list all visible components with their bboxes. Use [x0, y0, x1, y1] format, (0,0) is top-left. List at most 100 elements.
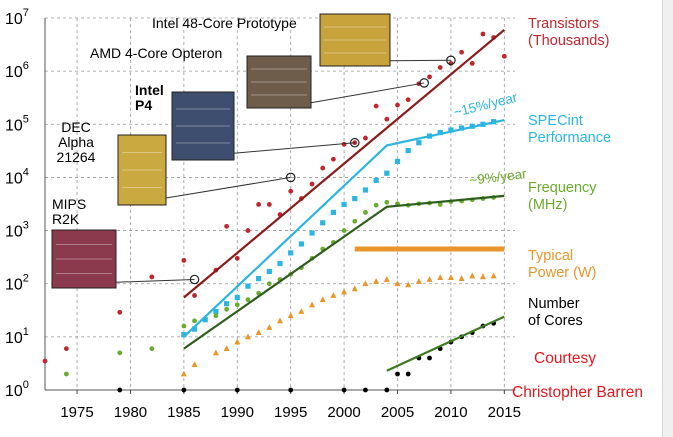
- series-3-point-14: [341, 288, 348, 295]
- series-1-point-15: [341, 201, 347, 208]
- series-label-frequency-1: (MHz): [528, 197, 567, 213]
- series-0-point-3: [117, 309, 123, 315]
- series-1-point-11: [298, 241, 304, 247]
- processor-label-4-0: MIPS: [52, 196, 86, 212]
- series-2-point-5: [192, 318, 197, 324]
- series-2-point-4: [181, 323, 187, 329]
- series-4-points: [117, 320, 497, 393]
- series-label-specint-0: SPECint: [528, 113, 583, 129]
- series-1-point-3: [213, 308, 219, 315]
- series-0-point-31: [469, 60, 475, 66]
- series-3-point-5: [244, 333, 251, 340]
- trend-line-0: [183, 28, 506, 299]
- series-4-point-6: [363, 387, 368, 393]
- processor-label-3-0: DEC: [61, 119, 91, 135]
- processor-callout-1: AMD 4-Core Opteron: [90, 45, 430, 109]
- series-2-point-27: [437, 202, 443, 207]
- series-1-point-18: [373, 177, 379, 183]
- series-0-point-21: [363, 135, 368, 141]
- processor-die-photo-2: [171, 91, 235, 161]
- series-2-point-3: [149, 346, 155, 352]
- series-0-point-28: [437, 65, 443, 70]
- series-3-point-28: [490, 272, 497, 279]
- series-1-point-13: [320, 220, 326, 226]
- processor-die-photo-3: [117, 134, 167, 206]
- series-2-point-21: [373, 202, 379, 208]
- series-2-point-9: [245, 297, 251, 303]
- series-label-cores-1: of Cores: [528, 313, 583, 329]
- y-tick-label-7: 107: [5, 7, 29, 28]
- y-tick-label-3: 103: [5, 220, 29, 241]
- processor-label-2-0: Intel: [135, 82, 164, 98]
- processor-die-photo-0: [319, 13, 391, 67]
- series-3-point-26: [469, 272, 476, 279]
- series-1-point-20: [394, 158, 401, 165]
- scrollbar-track[interactable]: [662, 0, 673, 437]
- series-2-point-6: [213, 313, 219, 319]
- series-4-point-11: [427, 355, 432, 361]
- series-label-frequency-0: Frequency: [528, 180, 597, 196]
- processor-label-2-1: P4: [135, 97, 152, 113]
- processor-leader-3: [165, 176, 291, 199]
- series-1-point-26: [458, 125, 465, 131]
- series-3-points: [180, 272, 497, 377]
- series-1-point-17: [362, 187, 369, 193]
- series-1-point-9: [277, 260, 283, 267]
- x-tick-label-2000: 2000: [327, 404, 360, 421]
- processor-label-1-0: AMD 4-Core Opteron: [90, 45, 222, 61]
- series-0-point-14: [288, 188, 294, 194]
- series-0-point-2: [63, 346, 69, 352]
- series-3-point-21: [415, 278, 422, 284]
- series-0-point-23: [384, 116, 390, 122]
- series-4-point-2: [181, 387, 187, 393]
- series-3-point-16: [362, 280, 369, 287]
- series-3-point-12: [319, 296, 326, 303]
- y-tick-label-4: 104: [5, 166, 29, 187]
- processor-die-photo-1: [246, 55, 312, 109]
- series-0-point-17: [320, 165, 326, 171]
- series-1-point-14: [330, 209, 337, 215]
- y-tick-label-0: 100: [5, 379, 29, 400]
- series-4-point-5: [341, 387, 347, 393]
- series-3-point-7: [266, 324, 273, 330]
- series-3-point-20: [405, 281, 412, 288]
- series-3-point-3: [223, 345, 230, 352]
- series-1-point-0: [181, 332, 187, 338]
- series-0-point-8: [224, 223, 229, 229]
- processor-label-3-2: 21264: [57, 149, 96, 165]
- y-tick-label-1: 101: [5, 326, 29, 347]
- series-0-point-11: [256, 202, 262, 207]
- series-label-power-1: Power (W): [528, 265, 596, 281]
- series-3-point-17: [373, 278, 380, 284]
- rate-label-9pct: ~9%/year: [469, 166, 528, 188]
- series-0-point-32: [480, 31, 486, 37]
- series-0-point-19: [341, 141, 347, 147]
- series-0-point-9: [234, 255, 240, 261]
- series-4-point-7: [384, 387, 390, 393]
- processor-leader-2: [233, 142, 355, 154]
- x-tick-label-1980: 1980: [114, 404, 147, 421]
- series-1-point-7: [256, 275, 262, 282]
- series-2-point-11: [266, 281, 272, 287]
- series-0-point-16: [309, 181, 315, 187]
- processor-leader-0: [389, 59, 451, 62]
- series-2-point-20: [363, 209, 368, 215]
- processor-die-photo-4: [51, 229, 117, 289]
- processor-leader-4: [115, 279, 195, 283]
- series-1-point-2: [202, 317, 208, 323]
- x-tick-label-1995: 1995: [274, 404, 307, 421]
- series-3-point-9: [287, 312, 294, 319]
- x-tick-label-1990: 1990: [221, 404, 254, 421]
- series-0-point-6: [192, 293, 197, 298]
- series-3-point-19: [394, 280, 401, 287]
- series-1-point-21: [405, 147, 411, 154]
- rate-label-15pct: ~15%/year: [452, 90, 519, 120]
- series-2-point-22: [384, 199, 390, 205]
- series-label-transistors-1: (Thousands): [528, 33, 609, 49]
- trend-line-1: [183, 119, 505, 338]
- processor-marker-0: [446, 55, 456, 66]
- processor-label-0-0: Intel 48-Core Prototype: [152, 15, 297, 31]
